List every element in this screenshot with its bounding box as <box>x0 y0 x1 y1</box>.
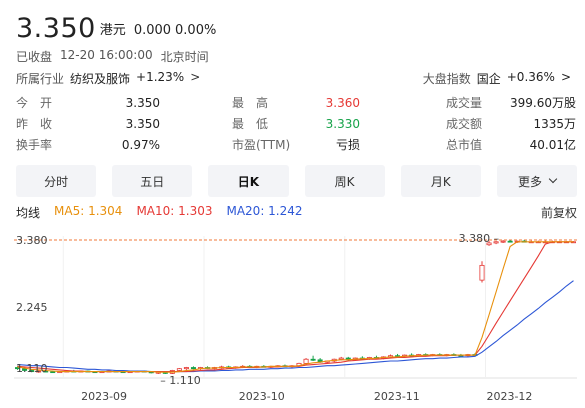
ma10-value: MA10: 1.303 <box>136 204 213 218</box>
chevron-right-icon: > <box>560 70 571 84</box>
max-price-label: 3.380 – <box>459 232 500 245</box>
market-index-change: +0.36% <box>506 70 555 84</box>
currency-label: 港元 <box>99 23 126 38</box>
stat-label-pe: 市盈(TTM) <box>232 138 291 152</box>
stat-value-prev-close: 3.350 <box>125 117 160 131</box>
min-price-label: – 1.110 <box>160 374 201 387</box>
ma20-value: MA20: 1.242 <box>226 204 303 218</box>
candle-body <box>486 242 492 246</box>
chevron-right-icon: > <box>190 70 201 84</box>
market-index-label: 大盘指数 <box>422 72 471 86</box>
market-index-name: 国企 <box>476 72 501 86</box>
x-tick-label: 2023-11 <box>374 390 420 403</box>
ma5-line <box>17 241 574 373</box>
stat-label-market-cap: 总市值 <box>446 138 483 152</box>
stat-value-pe: 亏损 <box>335 138 360 152</box>
tab-label: 月K <box>430 174 451 189</box>
stats-row: 换手率 0.97% 市盈(TTM) 亏损 总市值 40.01亿 <box>16 135 576 156</box>
market-status: 已收盘 12-20 16:00:00 北京时间 <box>16 48 209 65</box>
x-tick-label: 2023-12 <box>486 390 532 403</box>
last-price: 3.350 <box>16 13 96 44</box>
stat-label-high: 最 高 <box>232 96 269 110</box>
status-timezone: 北京时间 <box>160 50 209 64</box>
ma5-value: MA5: 1.304 <box>54 204 123 218</box>
industry-change: +1.23% <box>136 70 185 84</box>
market-index-link[interactable]: 大盘指数 国企 +0.36% > <box>423 70 571 87</box>
tab-label: 五日 <box>140 174 165 189</box>
candle-body <box>190 367 196 370</box>
candle-body <box>303 358 309 364</box>
ma10-line <box>17 241 574 373</box>
candle-body <box>15 367 21 370</box>
status-text: 已收盘 <box>16 50 53 64</box>
stat-value-high: 3.360 <box>325 96 360 110</box>
candle-body <box>183 367 189 370</box>
stat-value-volume: 399.60万股 <box>510 96 576 110</box>
axis-labels: 3.380 2.245 1.110 2023-09 2023-10 2023-11 2023… <box>16 232 532 403</box>
y-tick-label: 3.380 <box>16 234 48 247</box>
ma-lines <box>17 241 574 373</box>
candle-body <box>493 241 499 244</box>
kline-chart[interactable]: 3.380 2.245 1.110 2023-09 2023-10 2023-11 2023… <box>0 222 585 408</box>
candle-body <box>310 358 316 361</box>
industry-label: 所属行业 <box>16 72 65 86</box>
tab-label: 分时 <box>44 174 69 189</box>
tab-more[interactable]: 更多 <box>496 165 578 197</box>
stat-label-open: 今 开 <box>16 96 53 110</box>
ma-label: 均线 <box>16 206 41 220</box>
stat-label-low: 最 低 <box>232 117 269 131</box>
tab-label: 更多 <box>517 174 542 189</box>
stats-grid: 今 开 3.350 最 高 3.360 成交量 399.60万股 昨 收 3.3… <box>16 93 576 156</box>
ma20-line <box>17 280 574 373</box>
candle-body <box>479 264 485 281</box>
tab-label: 周K <box>334 174 355 189</box>
adjust-toggle[interactable]: 前复权 <box>540 206 577 220</box>
chart-grid <box>14 236 577 379</box>
candle-body <box>50 371 56 374</box>
tab-five-day[interactable]: 五日 <box>112 165 193 197</box>
tab-monthly-k[interactable]: 月K <box>400 165 481 197</box>
x-tick-label: 2023-09 <box>81 390 127 403</box>
candle-body <box>500 240 506 243</box>
period-tabs: 分时 五日 日K 周K 月K 更多 <box>16 165 578 197</box>
tab-label: 日K <box>237 174 260 189</box>
candle-body <box>338 357 344 360</box>
stat-label-turnover: 成交额 <box>446 117 483 131</box>
quote-header: 3.350 港元 0.000 0.00% <box>16 6 216 44</box>
stats-row: 昨 收 3.350 最 低 3.330 成交额 1335万 <box>16 114 576 135</box>
candle-body <box>507 240 513 243</box>
candle-body <box>176 368 182 371</box>
candle-body <box>22 368 28 371</box>
stat-value-market-cap: 40.01亿 <box>529 138 576 152</box>
tab-weekly-k[interactable]: 周K <box>304 165 385 197</box>
stat-label-prev-close: 昨 收 <box>16 117 53 131</box>
stat-value-turnover-rate: 0.97% <box>121 138 160 152</box>
chevron-down-icon <box>548 174 558 184</box>
stat-label-turnover-rate: 换手率 <box>16 138 53 152</box>
status-datetime: 12-20 16:00:00 <box>60 48 153 62</box>
stat-value-open: 3.350 <box>125 96 160 110</box>
stats-row: 今 开 3.350 最 高 3.360 成交量 399.60万股 <box>16 93 576 114</box>
ma-legend: 均线 MA5: 1.304 MA10: 1.303 MA20: 1.242 前复… <box>16 204 577 221</box>
price-change: 0.000 <box>133 23 172 38</box>
stat-value-turnover: 1335万 <box>533 117 576 131</box>
industry-link[interactable]: 所属行业 纺织及服饰 +1.23% > <box>16 70 200 87</box>
y-tick-label: 2.245 <box>16 301 48 314</box>
candle-body <box>36 370 42 373</box>
stat-label-volume: 成交量 <box>446 96 483 110</box>
tab-daily-k[interactable]: 日K <box>208 165 289 197</box>
candle-body <box>29 370 35 373</box>
industry-name: 纺织及服饰 <box>70 72 131 86</box>
x-tick-label: 2023-10 <box>239 390 285 403</box>
tab-intraday[interactable]: 分时 <box>16 165 97 197</box>
stat-value-low: 3.330 <box>325 117 360 131</box>
price-change-pct: 0.00% <box>175 23 217 38</box>
y-tick-label: 1.110 <box>16 362 48 375</box>
